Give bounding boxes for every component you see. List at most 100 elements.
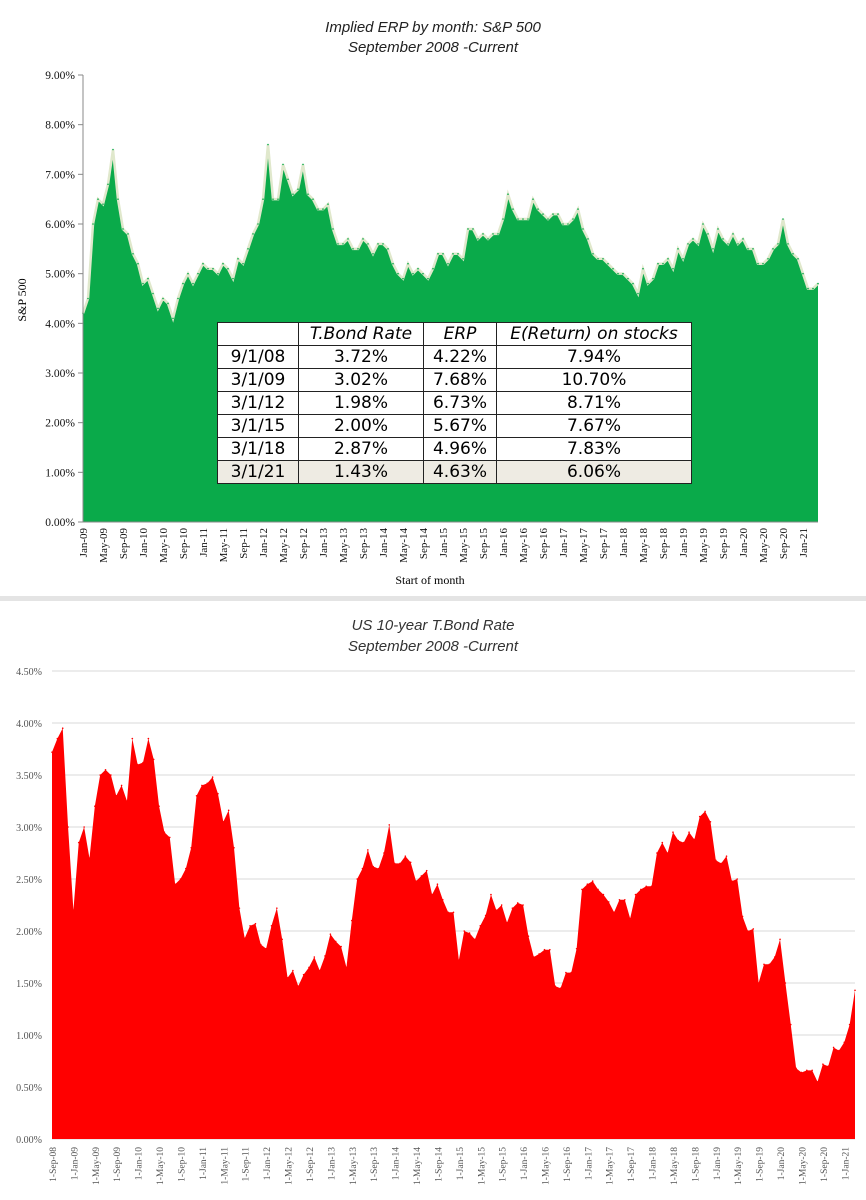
- x-tick-label: Jan-20: [738, 528, 750, 558]
- data-point: [302, 163, 304, 166]
- data-point: [190, 847, 192, 849]
- data-point: [468, 932, 471, 934]
- data-point: [94, 805, 96, 807]
- data-point: [516, 902, 519, 904]
- table-header-cell: T.Bond Rate: [298, 322, 424, 346]
- table-cell: 7.68%: [423, 368, 497, 392]
- data-point: [627, 277, 629, 280]
- data-point: [452, 911, 455, 914]
- x-tick-label: 1-Jan-11: [199, 1147, 209, 1180]
- tbond-chart-svg: 0.00% 0.50% 1.00% 1.50% 2.00% 2.50% 3.00% 3.50%…: [16, 667, 856, 1185]
- erp-summary-table: T.Bond Rate ERP E(Return) on stocks 9/1/…: [217, 322, 692, 484]
- x-tick-label: 1-Sep-20: [820, 1147, 830, 1182]
- data-point: [552, 213, 554, 215]
- table-header-row: T.Bond Rate ERP E(Return) on stocks: [217, 322, 692, 346]
- data-point: [647, 282, 649, 285]
- data-point: [202, 262, 204, 265]
- data-point: [362, 238, 364, 240]
- data-point: [495, 909, 498, 911]
- data-point: [377, 867, 380, 870]
- data-point: [532, 198, 534, 200]
- tbond-chart-title: US 10-year T.Bond Rate: [351, 617, 515, 634]
- data-point: [752, 928, 755, 930]
- x-tick-label: Sep-14: [418, 528, 430, 560]
- x-tick-label: Jan-10: [138, 528, 150, 558]
- data-point: [645, 885, 648, 888]
- x-tick-label: May-20: [758, 528, 770, 563]
- table-cell: 1.98%: [298, 391, 424, 415]
- y-tick-label: 3.00%: [45, 368, 75, 380]
- data-point: [447, 911, 449, 914]
- data-point: [693, 838, 696, 841]
- data-point: [88, 857, 91, 859]
- data-point: [472, 228, 474, 230]
- data-point: [712, 248, 714, 250]
- data-point: [484, 914, 487, 917]
- y-tick-label: 7.00%: [45, 169, 75, 181]
- data-point: [717, 228, 719, 230]
- data-point: [697, 243, 699, 245]
- data-point: [500, 904, 503, 906]
- data-point: [533, 956, 535, 958]
- table-cell: 6.73%: [423, 391, 497, 415]
- data-point: [350, 919, 353, 922]
- x-tick-label: May-13: [338, 528, 350, 563]
- x-tick-label: May-12: [278, 528, 290, 563]
- x-tick-label: 1-May-12: [285, 1147, 295, 1185]
- x-tick-label: 1-May-18: [670, 1147, 680, 1185]
- y-tick-label: 4.00%: [16, 719, 42, 730]
- data-point: [247, 248, 249, 250]
- data-point: [650, 885, 653, 888]
- data-point: [67, 826, 69, 828]
- table-cell: 1.43%: [298, 460, 424, 484]
- data-point: [613, 911, 615, 914]
- data-point: [687, 243, 689, 245]
- x-tick-label: 1-May-11: [220, 1147, 230, 1185]
- data-point: [527, 218, 529, 220]
- data-point: [537, 208, 539, 210]
- data-point: [92, 223, 94, 225]
- data-point: [417, 267, 419, 270]
- data-point: [227, 267, 229, 270]
- data-point: [707, 233, 709, 235]
- data-point: [586, 883, 589, 885]
- data-point: [479, 925, 482, 927]
- data-point: [517, 218, 519, 220]
- data-point: [507, 193, 509, 195]
- erp-chart-title: Implied ERP by month: S&P 500: [325, 19, 541, 36]
- data-point: [222, 821, 225, 823]
- data-point: [752, 248, 754, 250]
- data-point: [377, 243, 379, 245]
- data-point: [211, 776, 214, 778]
- data-point: [763, 963, 765, 966]
- data-point: [506, 921, 508, 924]
- x-tick-label: Jan-17: [558, 528, 570, 558]
- data-point: [720, 862, 722, 865]
- data-point: [474, 938, 476, 941]
- data-point: [490, 893, 492, 896]
- y-tick-label: 2.00%: [16, 927, 42, 938]
- data-point: [157, 307, 159, 310]
- x-tick-label: May-09: [98, 528, 110, 563]
- x-tick-label: Jan-19: [678, 528, 690, 558]
- data-point: [387, 248, 389, 250]
- data-point: [337, 243, 339, 245]
- data-point: [827, 1065, 830, 1067]
- data-point: [174, 883, 176, 885]
- erp-chart-subtitle: September 2008 -Current: [347, 39, 519, 56]
- data-point: [662, 262, 664, 265]
- data-point: [51, 751, 53, 753]
- data-point: [618, 899, 621, 901]
- table-header-cell: E(Return) on stocks: [496, 322, 692, 346]
- data-point: [757, 262, 759, 265]
- x-tick-label: 1-Sep-16: [563, 1147, 573, 1182]
- data-point: [538, 953, 540, 955]
- x-tick-label: Sep-18: [658, 528, 670, 560]
- data-point: [179, 878, 182, 880]
- data-point: [267, 143, 269, 146]
- data-point: [637, 292, 639, 295]
- data-point: [212, 267, 214, 270]
- table-cell: 3/1/21: [217, 460, 299, 484]
- table-cell: 7.94%: [496, 345, 692, 369]
- data-point: [773, 956, 776, 958]
